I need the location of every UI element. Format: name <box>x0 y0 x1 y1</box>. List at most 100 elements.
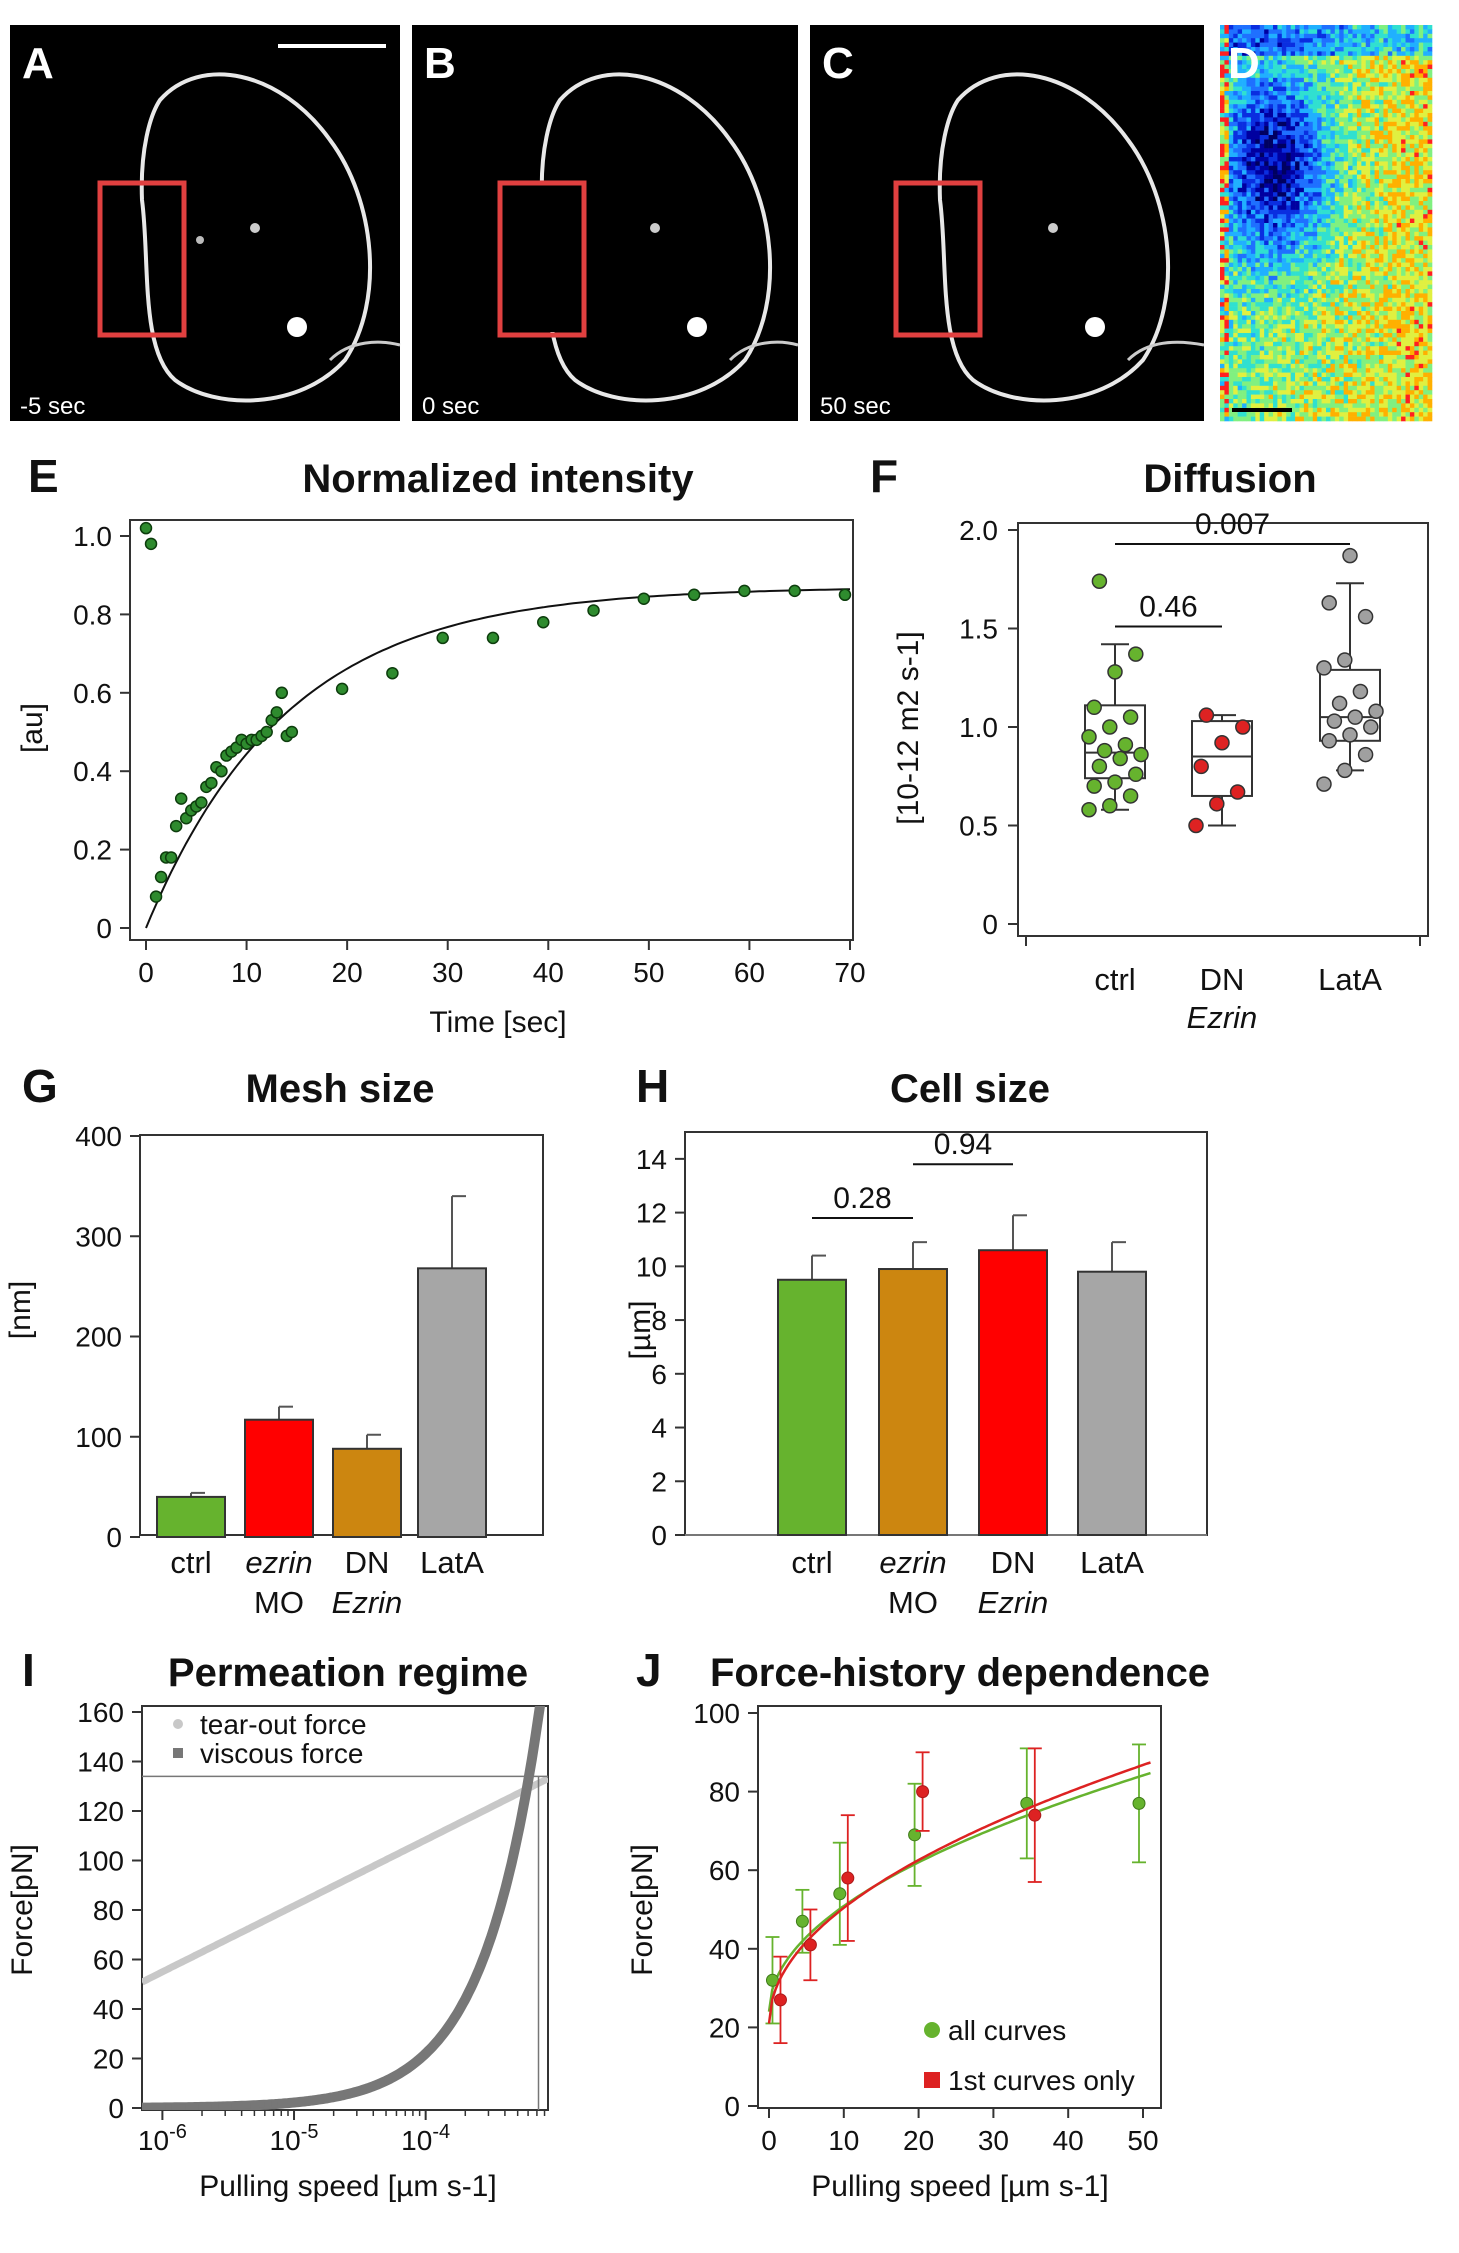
box-point <box>1096 742 1113 759</box>
data-point <box>205 776 218 790</box>
heatmap-cell <box>1281 143 1287 149</box>
heatmap-cell <box>1326 311 1331 316</box>
heatmap-cell <box>1303 267 1309 272</box>
heatmap-cell <box>1321 377 1327 382</box>
heatmap-cell <box>1339 205 1344 211</box>
heatmap-cell <box>1273 82 1278 87</box>
heatmap-cell <box>1237 179 1243 184</box>
heatmap-cell <box>1374 170 1380 175</box>
heatmap-cell <box>1308 117 1314 123</box>
heatmap-cell <box>1224 258 1230 263</box>
heatmap-cell <box>1242 253 1247 259</box>
heatmap-cell <box>1352 38 1358 43</box>
heatmap-cell <box>1220 319 1225 325</box>
heatmap-cell <box>1352 275 1358 281</box>
heatmap-cell <box>1356 311 1362 316</box>
heatmap-cell <box>1379 174 1384 180</box>
heatmap-cell <box>1423 289 1428 294</box>
heatmap-cell <box>1326 161 1331 167</box>
heatmap-cell <box>1299 249 1305 255</box>
heatmap-cell <box>1224 82 1230 87</box>
heatmap-cell <box>1277 328 1283 334</box>
heatmap-cell <box>1339 126 1344 131</box>
heatmap-cell <box>1299 267 1305 272</box>
box-point <box>1347 709 1363 725</box>
heatmap-cell <box>1268 104 1274 109</box>
heatmap-cell <box>1326 372 1331 378</box>
heatmap-cell <box>1268 205 1274 211</box>
heatmap-cell <box>1352 161 1358 167</box>
heatmap-cell <box>1281 183 1287 189</box>
heatmap-cell <box>1383 368 1389 373</box>
heatmap-cell <box>1268 368 1274 373</box>
heatmap-cell <box>1334 315 1340 321</box>
heatmap-cell <box>1392 139 1397 145</box>
heatmap-cell <box>1361 394 1367 400</box>
heatmap-cell <box>1250 399 1256 404</box>
heatmap-cell <box>1383 284 1389 290</box>
heatmap-cell <box>1330 205 1336 211</box>
heatmap-cell <box>1277 337 1283 343</box>
heatmap-cell <box>1405 192 1411 197</box>
heatmap-cell <box>1286 306 1291 312</box>
heatmap-cell <box>1299 205 1305 211</box>
heatmap-cell <box>1401 55 1406 61</box>
heatmap-cell <box>1317 262 1322 268</box>
heatmap-cell <box>1220 165 1225 171</box>
heatmap-cell <box>1383 403 1389 409</box>
heatmap-cell <box>1299 381 1305 387</box>
heatmap-cell <box>1290 231 1296 237</box>
heatmap-cell <box>1237 143 1243 149</box>
heatmap-cell <box>1348 42 1353 48</box>
heatmap-cell <box>1277 231 1283 237</box>
heatmap-cell <box>1334 165 1340 171</box>
heatmap-cell <box>1352 187 1358 193</box>
heatmap-cell <box>1427 394 1433 400</box>
heatmap-cell <box>1343 350 1349 356</box>
heatmap-cell <box>1330 363 1336 369</box>
heatmap-cell <box>1326 297 1331 303</box>
heatmap-cell <box>1255 113 1261 118</box>
heatmap-cell <box>1405 319 1411 325</box>
heatmap-cell <box>1387 104 1393 109</box>
heatmap-cell <box>1317 196 1322 202</box>
heatmap-cell <box>1414 293 1420 299</box>
heatmap-cell <box>1334 267 1340 272</box>
heatmap-cell <box>1401 258 1406 263</box>
heatmap-cell <box>1220 218 1225 224</box>
heatmap-cell <box>1409 192 1415 197</box>
heatmap-cell <box>1312 355 1318 360</box>
heatmap-cell <box>1268 240 1274 246</box>
heatmap-cell <box>1228 157 1234 162</box>
heatmap-cell <box>1224 209 1230 215</box>
heatmap-cell <box>1387 311 1393 316</box>
heatmap-cell <box>1317 227 1322 233</box>
heatmap-cell <box>1396 51 1402 57</box>
heatmap-cell <box>1299 165 1305 171</box>
heatmap-cell <box>1228 337 1234 343</box>
heatmap-cell <box>1392 29 1397 35</box>
heatmap-cell <box>1228 390 1234 395</box>
heatmap-cell <box>1299 47 1305 52</box>
heatmap-cell <box>1299 218 1305 224</box>
heatmap-cell <box>1356 355 1362 360</box>
heatmap-cell <box>1414 183 1420 189</box>
heatmap-cell <box>1326 315 1331 321</box>
heatmap-cell <box>1259 368 1265 373</box>
heatmap-cell <box>1348 205 1353 211</box>
heatmap-cell <box>1326 126 1331 131</box>
heatmap-cell <box>1401 64 1406 70</box>
heatmap-cell <box>1418 271 1424 277</box>
heatmap-cell <box>1277 170 1283 175</box>
heatmap-cell <box>1255 99 1261 105</box>
heatmap-cell <box>1255 95 1261 101</box>
data-point <box>838 588 852 602</box>
heatmap-cell <box>1361 196 1367 202</box>
heatmap-cell <box>1427 253 1433 259</box>
heatmap-cell <box>1356 209 1362 215</box>
heatmap-cell <box>1295 240 1300 246</box>
chart-title-E: Normalized intensity <box>302 457 694 501</box>
heatmap-cell <box>1330 152 1336 158</box>
heatmap-cell <box>1361 271 1367 277</box>
heatmap-cell <box>1224 117 1230 123</box>
